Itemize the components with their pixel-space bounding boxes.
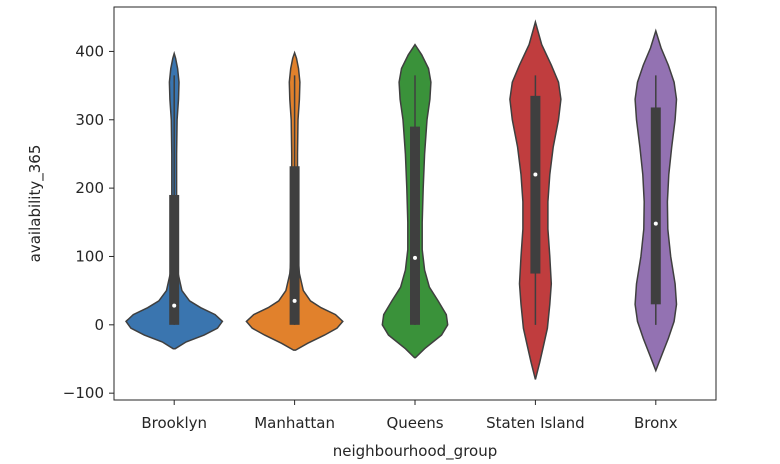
violins-layer <box>125 19 678 380</box>
violin-iqr-box-1 <box>289 166 300 325</box>
x-tick-label-0: Brooklyn <box>141 414 207 432</box>
y-axis-label: availability_365 <box>26 145 45 263</box>
y-axis: −100 0 100 200 300 400 <box>63 42 114 402</box>
y-tick-label-2: 100 <box>75 247 104 265</box>
y-tick-label-5: 400 <box>75 42 104 60</box>
x-tick-label-4: Bronx <box>634 414 678 432</box>
violin-median-4 <box>653 221 658 226</box>
y-tick-label-0: −100 <box>63 384 104 402</box>
violin-median-2 <box>413 255 417 260</box>
x-axis: Brooklyn Manhattan Queens Staten Island Bron… <box>141 400 678 432</box>
violin-iqr-box-0 <box>169 194 180 325</box>
violin-iqr-box-2 <box>410 126 420 325</box>
x-tick-label-2: Queens <box>386 414 443 432</box>
x-tick-label-1: Manhattan <box>254 414 335 432</box>
x-axis-label: neighbourhood_group <box>333 442 498 461</box>
violin-median-0 <box>172 303 177 308</box>
violin-iqr-box-3 <box>530 95 541 274</box>
y-tick-label-1: 0 <box>94 316 104 334</box>
violin-median-1 <box>292 298 297 303</box>
x-tick-label-3: Staten Island <box>486 414 585 432</box>
y-tick-label-3: 200 <box>75 179 104 197</box>
violin-median-3 <box>533 172 538 177</box>
y-tick-label-4: 300 <box>75 111 104 129</box>
violin-iqr-box-4 <box>650 107 661 305</box>
